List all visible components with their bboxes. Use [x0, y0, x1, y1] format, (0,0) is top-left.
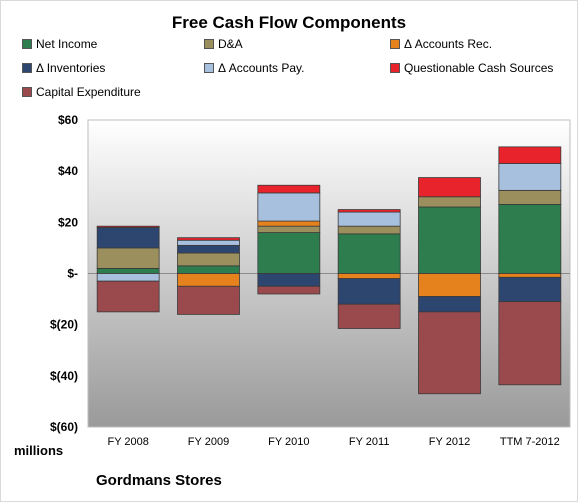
x-tick-label: FY 2008 [107, 436, 148, 448]
bar-inventories [337, 278, 401, 305]
bar-accounts-rec [177, 273, 240, 287]
legend-swatch [204, 39, 214, 49]
bar-d-a [418, 196, 481, 208]
bar-accounts-pay [257, 192, 321, 222]
bar-d-a [177, 252, 240, 267]
x-tick-label: FY 2010 [268, 436, 309, 448]
bar-capital-expenditure [257, 285, 321, 295]
legend-item-questionable-cash-sources: Questionable Cash Sources [390, 61, 553, 75]
legend-swatch [22, 39, 32, 49]
bar-d-a [498, 189, 562, 205]
y-tick-label: $- [67, 267, 78, 281]
legend-swatch [390, 39, 400, 49]
legend-item-d-a: D&A [204, 37, 243, 51]
bar-net-income [96, 267, 160, 274]
legend-swatch [22, 63, 32, 73]
bar-capital-expenditure [96, 280, 160, 313]
bar-capital-expenditure [418, 311, 481, 395]
x-tick-label: FY 2012 [429, 436, 470, 448]
legend-label: D&A [218, 37, 243, 51]
bar-d-a [337, 225, 401, 235]
bar-questionable-cash-sources [418, 177, 481, 198]
bar-questionable-cash-sources [177, 237, 240, 241]
bar-net-income [177, 265, 240, 274]
y-tick-label: $(40) [50, 369, 78, 383]
legend-item-capital-expenditure: Capital Expenditure [22, 85, 141, 99]
legend-label: Δ Inventories [36, 61, 106, 75]
legend-label: Δ Accounts Pay. [218, 61, 305, 75]
x-tick-label: TTM 7-2012 [500, 436, 560, 448]
chart-title: Free Cash Flow Components [171, 13, 407, 32]
bar-d-a [96, 247, 160, 269]
legend-label: Net Income [36, 37, 98, 51]
x-tick-label: FY 2011 [349, 436, 390, 448]
bar-inventories [418, 296, 481, 313]
bar-capital-expenditure [177, 285, 240, 315]
bar-accounts-rec [418, 273, 481, 297]
legend-swatch [204, 63, 214, 73]
bar-questionable-cash-sources [257, 184, 321, 194]
y-tick-label: $20 [58, 215, 78, 229]
bar-d-a [257, 225, 321, 233]
y-tick-label: $60 [58, 113, 78, 127]
legend-item-accounts-rec: Δ Accounts Rec. [390, 37, 492, 51]
x-tick-label: FY 2009 [188, 436, 229, 448]
bar-inventories [257, 273, 321, 287]
y-tick-label: $(60) [50, 420, 78, 434]
bar-inventories [96, 227, 160, 249]
y-tick-label: $(20) [50, 318, 78, 332]
bar-accounts-rec [337, 273, 401, 280]
bar-net-income [257, 232, 321, 274]
legend-item-accounts-pay: Δ Accounts Pay. [204, 61, 305, 75]
bar-inventories [498, 276, 562, 303]
legend-item-net-income: Net Income [22, 37, 97, 51]
bar-accounts-rec [257, 220, 321, 227]
units-label: millions [14, 443, 64, 458]
y-tick-label: $40 [58, 164, 78, 178]
legend-label: Δ Accounts Rec. [404, 37, 493, 51]
bar-accounts-pay [337, 211, 401, 227]
bar-questionable-cash-sources [337, 209, 401, 213]
legend-swatch [22, 87, 32, 97]
bar-accounts-pay [96, 273, 160, 282]
bar-capital-expenditure [337, 303, 401, 329]
bar-net-income [337, 233, 401, 274]
legend-label: Capital Expenditure [36, 85, 141, 99]
legend-swatch [390, 63, 400, 73]
bar-capital-expenditure [498, 301, 562, 386]
bar-questionable-cash-sources [498, 146, 562, 164]
bar-accounts-rec [498, 273, 562, 278]
bar-accounts-pay [177, 239, 240, 246]
bar-inventories [177, 244, 240, 254]
legend-label: Questionable Cash Sources [404, 61, 554, 75]
bar-questionable-cash-sources [96, 225, 160, 228]
legend-item-inventories: Δ Inventories [22, 61, 105, 75]
bar-net-income [418, 206, 481, 274]
bar-net-income [498, 204, 562, 274]
bar-accounts-pay [498, 163, 562, 191]
company-name: Gordmans Stores [96, 472, 222, 489]
